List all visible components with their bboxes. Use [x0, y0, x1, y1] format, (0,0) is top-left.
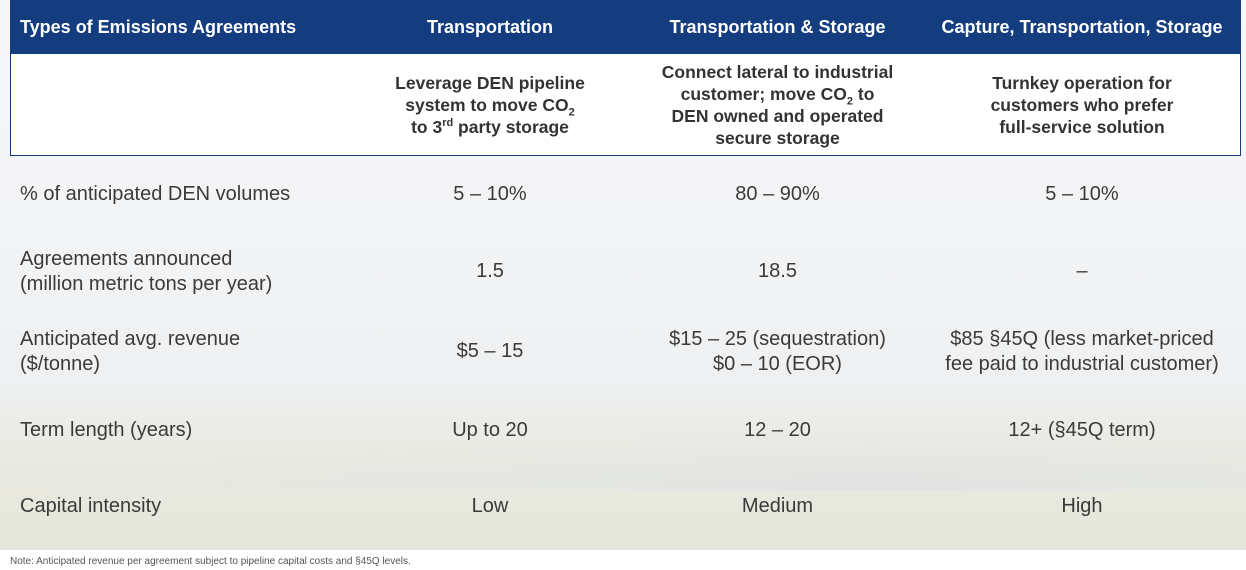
cell-volumes-transportation: 5 – 10% [453, 183, 527, 205]
header-capture-transportation-storage: Capture, Transportation, Storage [941, 16, 1223, 37]
label-line: (million metric tons per year) [20, 273, 273, 295]
cell-agreements-transportation-storage: 18.5 [758, 260, 797, 282]
cell-term-transportation: Up to 20 [452, 419, 528, 441]
cell-capital-transportation-storage: Medium [741, 495, 814, 517]
hills-band [0, 430, 1246, 490]
row-label-agreements: Agreements announced (million metric ton… [20, 247, 272, 297]
value-line: $0 – 10 (EOR) [713, 353, 842, 375]
label-line: ($/tonne) [20, 353, 101, 375]
cell-capital-capture: High [1061, 495, 1103, 517]
description-transportation: Leverage DEN pipeline system to move CO2… [370, 54, 610, 155]
value-line: $15 – 25 (sequestration) [669, 328, 886, 350]
row-label-capital: Capital intensity [20, 495, 162, 517]
header-transportation: Transportation [426, 16, 553, 37]
value-line: fee paid to industrial customer) [945, 353, 1219, 375]
value-line: $85 §45Q (less market-priced [950, 328, 1214, 350]
desc-line: full-service solution [999, 116, 1165, 137]
row-label-volumes: % of anticipated DEN volumes [20, 183, 291, 205]
cell-term-transportation-storage: 12 – 20 [744, 419, 811, 441]
label-line: Agreements announced [20, 248, 233, 270]
description-transportation-storage: Connect lateral to industrial customer; … [640, 54, 915, 155]
cell-revenue-capture: $85 §45Q (less market-priced fee paid to… [925, 327, 1239, 377]
label-line: Anticipated avg. revenue [20, 328, 241, 350]
description-box [10, 54, 1241, 156]
cell-volumes-capture: 5 – 10% [1045, 183, 1119, 205]
cell-revenue-transportation-storage: $15 – 25 (sequestration) $0 – 10 (EOR) [640, 327, 915, 377]
cell-term-capture: 12+ (§45Q term) [1008, 419, 1156, 441]
cell-agreements-capture: – [1076, 260, 1088, 282]
cell-agreements-transportation: 1.5 [476, 260, 504, 282]
description-capture: Turnkey operation for customers who pref… [925, 54, 1239, 155]
desc-line: secure storage [715, 127, 840, 148]
header-types: Types of Emissions Agreements [20, 16, 297, 37]
desc-line: Turnkey operation for [992, 72, 1172, 93]
row-label-revenue: Anticipated avg. revenue ($/tonne) [20, 327, 240, 377]
header-transportation-storage: Transportation & Storage [669, 16, 886, 37]
desc-line: system to move CO2 [405, 94, 575, 118]
table-header [10, 0, 1241, 54]
footnote: Note: Anticipated revenue per agreement … [10, 556, 411, 567]
desc-line: customer; move CO2 to [680, 83, 875, 107]
cell-revenue-transportation: $5 – 15 [456, 340, 524, 362]
desc-line: customers who prefer [990, 94, 1174, 115]
desc-line: DEN owned and operated [671, 105, 884, 126]
desc-line: Connect lateral to industrial [661, 61, 894, 82]
cell-volumes-transportation-storage: 80 – 90% [735, 183, 820, 205]
desc-line: to 3rd party storage [411, 116, 569, 137]
desc-line: Leverage DEN pipeline [395, 72, 585, 93]
cell-capital-transportation: Low [471, 495, 509, 517]
row-label-term: Term length (years) [20, 419, 193, 441]
